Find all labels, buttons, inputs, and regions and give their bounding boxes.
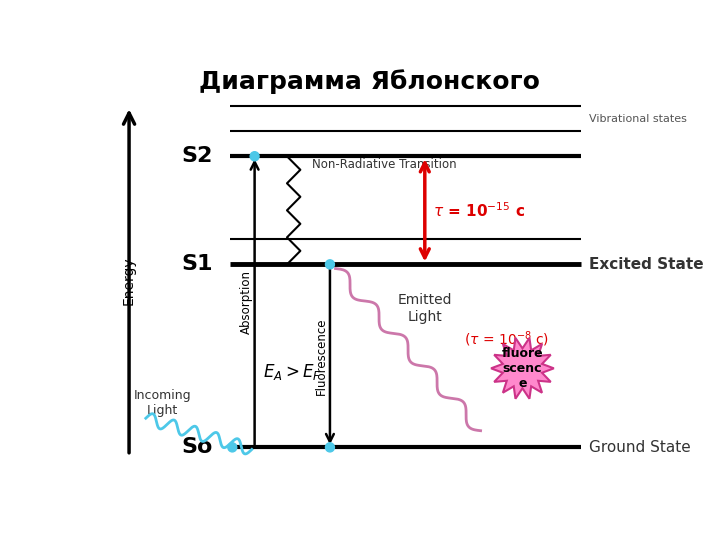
Polygon shape	[491, 338, 554, 399]
Ellipse shape	[325, 443, 334, 452]
Ellipse shape	[228, 443, 237, 452]
Text: S1: S1	[181, 254, 213, 274]
Text: Vibrational states: Vibrational states	[590, 114, 688, 124]
Text: Absorption: Absorption	[240, 270, 253, 334]
Text: $E_A > E_F$: $E_A > E_F$	[263, 362, 322, 382]
Text: Excited State: Excited State	[590, 257, 704, 272]
Text: $\tau$ = 10$^{-15}$ с: $\tau$ = 10$^{-15}$ с	[433, 201, 526, 220]
Text: ($\tau$ = 10$^{-8}$ с): ($\tau$ = 10$^{-8}$ с)	[464, 329, 549, 349]
Text: S2: S2	[181, 146, 213, 166]
Text: Fluorescence: Fluorescence	[315, 317, 328, 395]
Text: fluore
scenc
e: fluore scenc e	[502, 347, 544, 390]
Text: Energy: Energy	[122, 256, 136, 305]
Text: So: So	[181, 437, 213, 457]
Text: Emitted
Light: Emitted Light	[397, 294, 452, 323]
Ellipse shape	[250, 152, 259, 161]
Text: Ground State: Ground State	[590, 440, 691, 455]
Ellipse shape	[325, 260, 334, 269]
Text: Диаграмма Яблонского: Диаграмма Яблонского	[199, 69, 539, 94]
Text: Non-Radiative Transition: Non-Radiative Transition	[312, 158, 456, 171]
Text: Incoming
Light: Incoming Light	[134, 389, 192, 417]
